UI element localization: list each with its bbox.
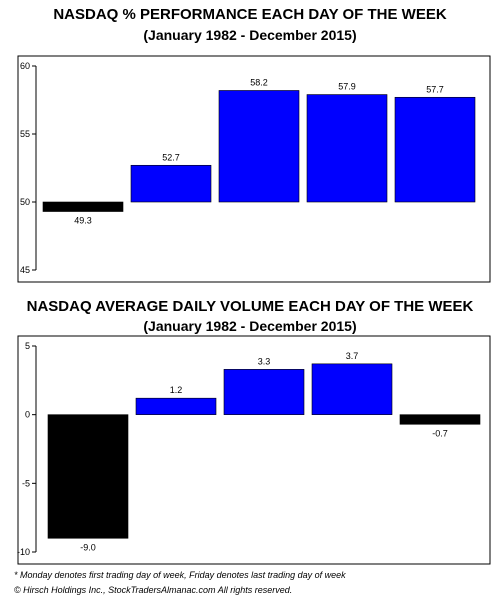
bar [130,164,212,203]
footnote-copyright: © Hirsch Holdings Inc., StockTradersAlma… [14,585,293,595]
bar-value-label: 49.3 [74,216,92,226]
chart2-title: NASDAQ AVERAGE DAILY VOLUME EACH DAY OF … [26,298,474,315]
y-tick-label: 50 [20,197,30,207]
bar-value-label: 52.7 [162,152,180,162]
bar [311,363,393,415]
y-tick-label: 0 [25,410,30,420]
bar [223,369,305,415]
bar [306,94,388,203]
bar [135,397,217,415]
bar-value-label: -9.0 [80,542,96,552]
chart2-subtitle: (January 1982 - December 2015) [143,318,357,334]
bar [42,201,124,212]
bar-value-label: 58.2 [250,77,268,87]
bar-value-label: 57.7 [426,84,444,94]
y-tick-label: 55 [20,129,30,139]
y-tick-label: 45 [20,265,30,275]
y-tick-label: -5 [22,478,30,488]
chart1-subtitle: (January 1982 - December 2015) [143,27,357,43]
bar [47,414,129,539]
bar-value-label: 3.7 [346,351,359,361]
chart1-title: NASDAQ % PERFORMANCE EACH DAY OF THE WEE… [53,6,447,23]
bar-value-label: 1.2 [170,385,183,395]
bar-value-label: 3.3 [258,356,271,366]
bar-value-label: -0.7 [432,428,448,438]
bar [218,90,300,203]
footnote-trading-days: * Monday denotes first trading day of we… [14,570,346,580]
chart1-performance: 45 50 55 60 49.3 52.7 58.2 57.9 57.7 [17,55,491,283]
y-tick-label: -10 [17,547,30,557]
y-tick-label: 60 [20,61,30,71]
bar [399,414,481,425]
chart2-volume: -10 -5 0 5 -9.0 1.2 3.3 3.7 -0.7 [17,335,491,565]
y-tick-label: 5 [25,341,30,351]
bar [394,96,476,203]
bar-value-label: 57.9 [338,82,356,92]
